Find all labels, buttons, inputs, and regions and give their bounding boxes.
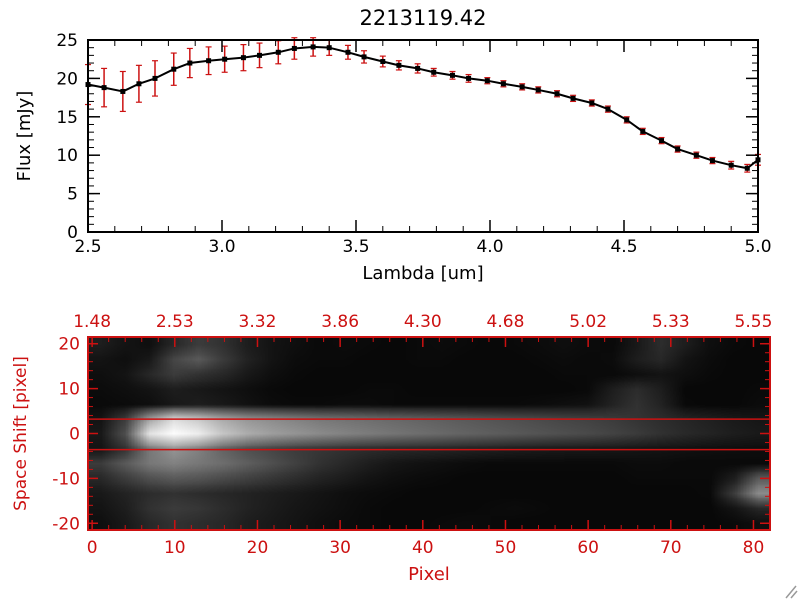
svg-text:Pixel: Pixel bbox=[408, 564, 450, 585]
svg-text:3.0: 3.0 bbox=[208, 237, 235, 257]
svg-text:60: 60 bbox=[577, 538, 599, 558]
svg-text:20: 20 bbox=[56, 69, 78, 89]
svg-text:0: 0 bbox=[67, 223, 78, 243]
svg-text:5: 5 bbox=[67, 185, 78, 205]
svg-text:3.86: 3.86 bbox=[321, 312, 359, 332]
svg-text:-10: -10 bbox=[52, 469, 80, 489]
svg-text:Lambda [um]: Lambda [um] bbox=[362, 263, 483, 284]
svg-text:5.02: 5.02 bbox=[569, 312, 607, 332]
svg-text:2.5: 2.5 bbox=[74, 237, 101, 257]
svg-text:3.32: 3.32 bbox=[239, 312, 277, 332]
svg-text:20: 20 bbox=[58, 335, 80, 355]
svg-text:80: 80 bbox=[743, 538, 765, 558]
svg-text:4.0: 4.0 bbox=[476, 237, 503, 257]
spectral-image bbox=[88, 337, 770, 530]
svg-text:20: 20 bbox=[247, 538, 269, 558]
svg-text:-20: -20 bbox=[52, 514, 80, 534]
svg-text:1.48: 1.48 bbox=[73, 312, 111, 332]
svg-text:Flux [mJy]: Flux [mJy] bbox=[14, 91, 35, 182]
svg-text:5.33: 5.33 bbox=[652, 312, 690, 332]
plot-title: 2213119.42 bbox=[359, 6, 487, 30]
svg-text:0: 0 bbox=[69, 425, 80, 445]
svg-text:15: 15 bbox=[56, 108, 78, 128]
svg-text:30: 30 bbox=[329, 538, 351, 558]
svg-text:5.55: 5.55 bbox=[735, 312, 773, 332]
svg-text:25: 25 bbox=[56, 31, 78, 51]
svg-text:70: 70 bbox=[660, 538, 682, 558]
svg-text:5.0: 5.0 bbox=[744, 237, 771, 257]
svg-text:Space Shift [pixel]: Space Shift [pixel] bbox=[11, 356, 31, 511]
svg-text:40: 40 bbox=[412, 538, 434, 558]
svg-text:50: 50 bbox=[495, 538, 517, 558]
svg-text:0: 0 bbox=[87, 538, 98, 558]
svg-text:10: 10 bbox=[58, 380, 80, 400]
svg-text:2.53: 2.53 bbox=[156, 312, 194, 332]
resize-grip-icon[interactable] bbox=[782, 584, 798, 599]
svg-text:10: 10 bbox=[164, 538, 186, 558]
svg-text:4.5: 4.5 bbox=[610, 237, 637, 257]
svg-text:3.5: 3.5 bbox=[342, 237, 369, 257]
svg-text:10: 10 bbox=[56, 146, 78, 166]
svg-text:4.68: 4.68 bbox=[487, 312, 525, 332]
svg-text:4.30: 4.30 bbox=[404, 312, 442, 332]
